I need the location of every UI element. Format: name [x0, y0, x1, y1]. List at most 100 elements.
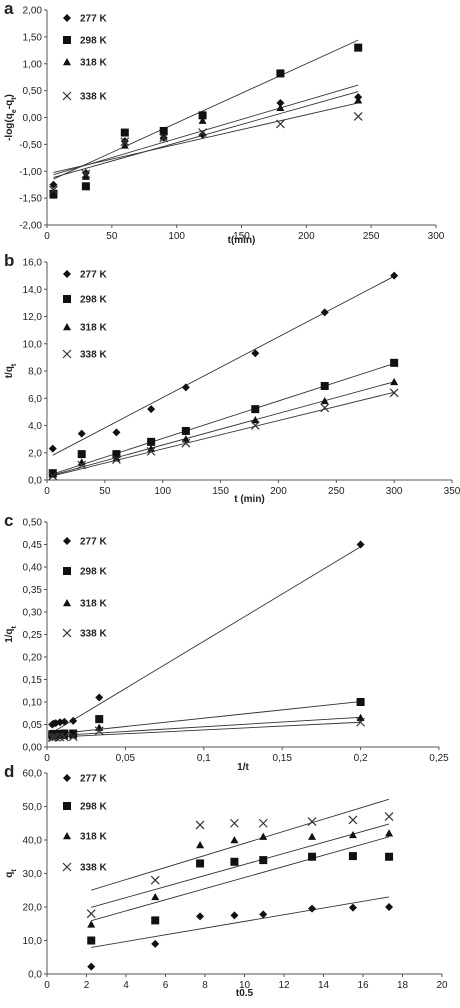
- data-point: [250, 421, 260, 430]
- y-tick-label: 0,50: [23, 518, 43, 529]
- y-axis-label-part: q: [4, 872, 15, 878]
- data-point: [259, 910, 268, 919]
- legend-label: 338 K: [80, 863, 107, 874]
- legend-label: 338 K: [80, 629, 107, 640]
- trendline-338k: [91, 798, 390, 891]
- y-axis-label-subscript: t: [11, 97, 18, 100]
- x-tick-label: 50: [106, 231, 118, 242]
- legend-marker-diamond: [63, 774, 71, 782]
- legend-item: 298 K: [63, 567, 107, 578]
- series-277k: [48, 271, 399, 453]
- y-axis-label-part: t/q: [4, 366, 15, 378]
- data-point: [112, 455, 121, 464]
- series-318k: [48, 377, 399, 478]
- trendline-298k: [52, 701, 361, 735]
- legend-label: 298 K: [80, 567, 107, 578]
- data-point: [86, 909, 96, 919]
- data-point: [196, 841, 205, 849]
- x-tick-label: 150: [212, 486, 229, 497]
- data-point: [69, 716, 78, 725]
- legend-label: 318 K: [80, 599, 107, 610]
- panel-letter: b: [4, 251, 14, 270]
- data-point: [390, 377, 399, 386]
- legend-marker-square: [63, 802, 71, 810]
- data-point: [276, 103, 285, 112]
- data-point: [112, 454, 121, 462]
- data-point: [348, 852, 357, 861]
- legend-label: 298 K: [80, 36, 107, 47]
- panel-letter: a: [4, 0, 14, 18]
- panel-d: d 0,0 10,0 20,0 30,0 40,0 50,0 60,0 0 2 4 6 8 10 12 14 1…: [4, 762, 448, 999]
- data-point: [251, 416, 260, 424]
- panel-c: c0,000,050,100,150,200,250,300,350,400,4…: [4, 511, 449, 773]
- data-point: [147, 437, 156, 446]
- y-tick-label: 0,30: [23, 608, 43, 619]
- x-tick-label: 300: [386, 486, 403, 497]
- data-point: [81, 172, 90, 180]
- y-tick-label: 0,0: [28, 970, 42, 981]
- trendline-298k: [91, 836, 390, 922]
- x-axis-label: t (min): [234, 494, 265, 505]
- y-axis-label-part: -q: [4, 100, 15, 109]
- data-point: [181, 426, 190, 435]
- legend-label: 298 K: [80, 295, 107, 306]
- data-point: [198, 130, 207, 139]
- data-point: [354, 96, 363, 104]
- data-point: [51, 732, 61, 742]
- data-point: [120, 137, 130, 147]
- data-point: [112, 428, 121, 437]
- legend-item: 318 K: [63, 832, 107, 843]
- y-tick-label: 0,25: [23, 630, 43, 641]
- data-point: [151, 916, 160, 925]
- legend-item: 338 K: [62, 629, 107, 640]
- data-point: [112, 450, 121, 459]
- y-tick-label: 0,00: [23, 743, 43, 754]
- data-point: [120, 128, 129, 137]
- legend-item: 298 K: [63, 802, 107, 813]
- data-point: [348, 903, 357, 912]
- series-298k: [48, 358, 399, 478]
- data-point: [77, 460, 87, 470]
- y-tick-label: 4,0: [28, 421, 42, 432]
- y-tick-label: 2,0: [28, 448, 42, 459]
- y-tick-label: 6,0: [28, 394, 42, 405]
- data-point: [259, 856, 268, 865]
- y-axis-label-subscript: t: [11, 625, 18, 628]
- data-point: [146, 446, 156, 456]
- data-point: [230, 818, 239, 828]
- data-point: [308, 852, 317, 861]
- trendline-338k: [52, 391, 395, 477]
- x-tick-label: 10: [239, 980, 251, 991]
- x-tick-label: 0: [44, 753, 50, 764]
- trendline-338k: [52, 721, 361, 738]
- trendline-338k: [53, 102, 359, 173]
- data-point: [198, 116, 207, 124]
- y-tick-label: -1,00: [19, 167, 42, 178]
- y-tick-label: 0,35: [23, 585, 43, 596]
- legend-item: 338 K: [62, 92, 107, 103]
- legend-label: 338 K: [80, 92, 107, 103]
- x-axis-label: t0.5: [236, 988, 254, 999]
- legend-label: 318 K: [80, 58, 107, 69]
- series-277k: [49, 93, 363, 189]
- y-tick-label: 10,0: [23, 339, 43, 350]
- data-point: [320, 381, 329, 390]
- legend-marker-triangle: [63, 323, 71, 331]
- legend-item: 318 K: [63, 599, 107, 610]
- data-point: [259, 832, 268, 840]
- x-tick-label: 0,05: [116, 753, 136, 764]
- y-tick-label: 0,10: [23, 698, 43, 709]
- data-point: [348, 830, 357, 839]
- series-277k: [87, 903, 394, 971]
- data-point: [353, 112, 363, 121]
- y-tick-label: 50,0: [23, 802, 43, 813]
- trendline-277k: [91, 896, 390, 948]
- legend-label: 318 K: [80, 323, 107, 334]
- y-tick-label: 0,00: [23, 113, 43, 124]
- y-tick-label: 60,0: [23, 769, 43, 780]
- data-point: [354, 43, 363, 52]
- legend-label: 338 K: [80, 350, 107, 361]
- data-point: [198, 128, 208, 137]
- x-tick-label: 250: [363, 231, 380, 242]
